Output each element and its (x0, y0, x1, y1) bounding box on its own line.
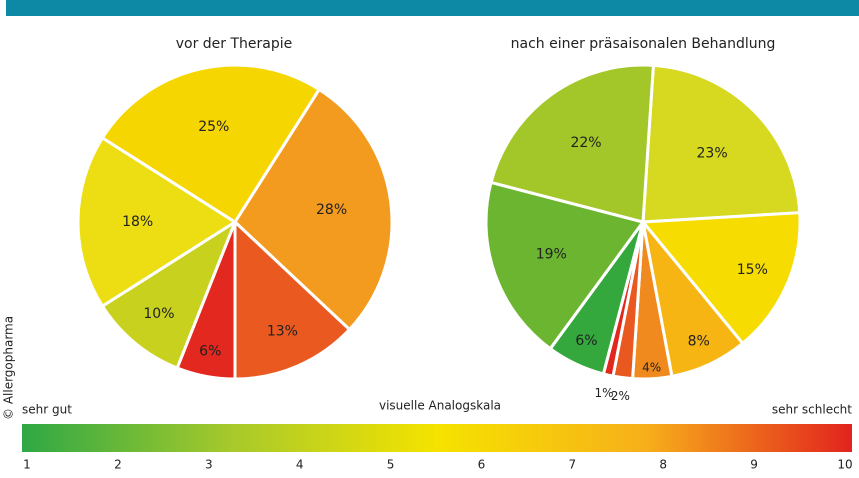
slice-label: 28% (316, 202, 347, 218)
header-bar (6, 0, 859, 16)
slice-label: 15% (737, 262, 768, 278)
pie-title: vor der Therapie (176, 36, 293, 52)
slice-label: 6% (199, 344, 221, 360)
slice-label: 4% (642, 360, 661, 374)
slice-label: 23% (697, 145, 728, 161)
slice-label: 22% (570, 135, 601, 151)
colorbar-title: visuelle Analogskala (379, 399, 501, 413)
colorbar-tick-label: 2 (114, 458, 122, 472)
colorbar-tick-label: 8 (659, 458, 667, 472)
slice-label: 6% (575, 333, 597, 349)
colorbar-tick-label: 6 (478, 458, 486, 472)
colorbar-max-label: sehr schlecht (772, 403, 852, 417)
pie-slice (233, 220, 351, 381)
colorbar-tick-label: 3 (205, 458, 213, 472)
colorbar-tick-label: 10 (837, 458, 852, 472)
colorbar-tick-label: 9 (750, 458, 758, 472)
slice-label: 18% (122, 214, 153, 230)
slice-label: 25% (198, 119, 229, 135)
slice-label: 19% (536, 247, 567, 263)
colorbar-min-label: sehr gut (22, 403, 72, 417)
pie-slice (76, 136, 237, 308)
colorbar-tick-label: 1 (23, 458, 31, 472)
slice-label: 8% (688, 334, 710, 350)
pie-slice (641, 63, 802, 224)
credit: © Allergopharma (2, 316, 16, 420)
pie-slice (100, 63, 321, 224)
slice-label: 13% (267, 324, 298, 340)
pie-slice (100, 220, 237, 370)
pie-slice (641, 211, 802, 345)
pie-slice (233, 87, 394, 331)
pie-slice (484, 180, 645, 351)
colorbar-tick-label: 7 (569, 458, 577, 472)
slice-label: 10% (143, 306, 174, 322)
pie-title: nach einer präsaisonalen Behandlung (511, 36, 776, 52)
colorbar (22, 424, 852, 452)
pie-slice (489, 63, 655, 224)
colorbar-tick-label: 4 (296, 458, 304, 472)
slice-label: 2% (611, 389, 630, 403)
colorbar-tick-label: 5 (387, 458, 395, 472)
slice-label: 1% (595, 386, 614, 400)
